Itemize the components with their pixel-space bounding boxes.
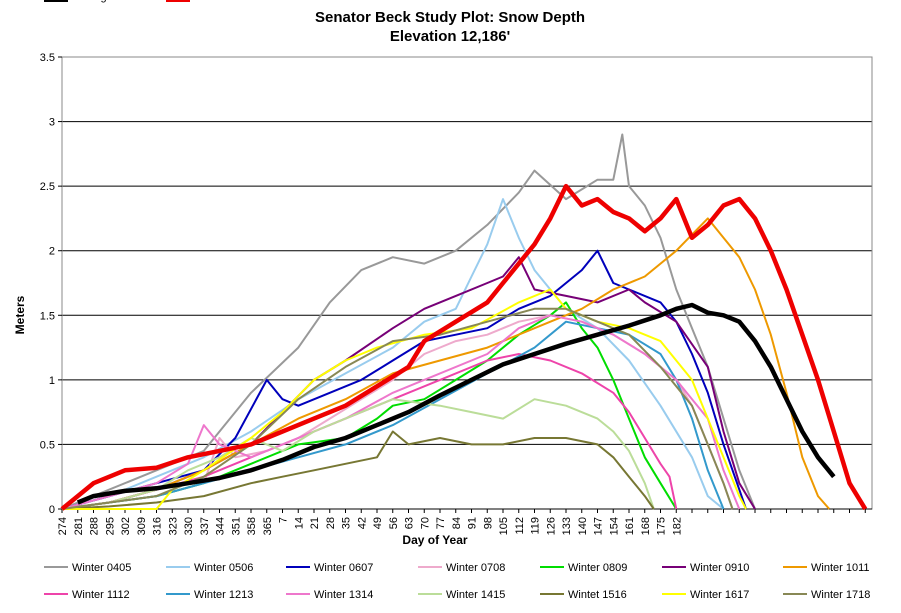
x-tick-label: 14 [293,517,305,529]
legend-label: Winter 0910 [690,562,749,574]
legend: Winter 0405 Winter 0506 Winter 0607 Winter … [44,0,870,601]
y-tick-label: 3 [49,117,55,129]
x-tick-label: 154 [608,517,620,535]
chart-title: Senator Beck Study Plot: Snow Depth [315,9,585,26]
series-line-winter-1617 [62,288,747,510]
x-tick-label: 7 [278,517,290,523]
series-line-winter-1112 [61,353,678,510]
series-line-winter-1011 [61,217,831,510]
x-tick-label: 91 [467,517,479,529]
y-axis-ticks: 0 0.5 1 1.5 2 2.5 3 3.5 [40,52,62,516]
x-tick-label: 358 [246,517,258,535]
x-tick-label: 351 [230,517,242,535]
legend-label: Winter 0607 [314,562,373,574]
legend-label: Winter 1213 [194,589,253,601]
series-line-winter-0405 [61,133,756,510]
x-tick-label: 70 [419,517,431,529]
legend-label: Winter 1011 [811,562,870,574]
series-line-winter-0506 [61,198,725,510]
x-tick-label: 126 [545,517,557,535]
x-tick-label: 63 [404,517,416,529]
x-tick-label: 28 [325,517,337,529]
x-tick-label: 302 [120,517,132,535]
x-tick-label: 77 [435,517,447,529]
x-tick-label: 49 [372,517,384,529]
gridlines [62,56,872,445]
x-tick-label: 112 [514,517,526,535]
y-tick-label: 1 [49,375,55,387]
y-axis-label: Meters [13,295,27,334]
x-tick-label: 21 [309,517,321,529]
x-tick-label: 98 [482,517,494,529]
x-tick-label: 365 [262,517,274,535]
legend-label: Winter 1617 [690,589,749,601]
x-tick-label: 56 [388,517,400,529]
series-line-winter-0607 [61,249,747,510]
y-tick-label: 2.5 [40,181,55,193]
y-tick-label: 2 [49,246,55,258]
x-tick-label: 182 [671,517,683,535]
y-tick-label: 3.5 [40,52,55,64]
legend-label: Winter 0708 [446,562,505,574]
x-tick-label: 133 [561,517,573,535]
x-tick-label: 281 [73,517,85,535]
x-tick-label: 175 [656,517,668,535]
series-line-winter-0910 [61,256,756,510]
x-tick-label: 316 [152,517,164,535]
x-tick-label: 323 [167,517,179,535]
legend-label: Winter 0809 [568,562,627,574]
legend-label: Winter 0506 [194,562,253,574]
y-tick-label: 1.5 [40,310,55,322]
x-tick-label: 330 [183,517,195,535]
x-tick-label: 161 [624,517,636,535]
x-tick-label: 168 [640,517,652,535]
x-tick-label: 309 [136,517,148,535]
series-line-winter-1718 [61,307,734,510]
series-line-average [76,302,836,505]
x-tick-label: 288 [89,517,101,535]
legend-label: Wintet 1516 [568,589,627,601]
x-tick-label: 274 [57,517,69,535]
series-line-wintet-1516 [61,430,655,510]
x-tick-label: 140 [577,517,589,535]
legend-label: Winter 1415 [446,589,505,601]
x-tick-label: 42 [356,517,368,529]
legend-label: Winter 0405 [72,562,131,574]
legend-label: Winter 1112 [72,589,130,601]
x-axis-ticks: 274 281 288 295 302 309 316 323 330 337 344 351 358 3… [57,508,872,535]
x-tick-label: 295 [104,517,116,535]
legend-label: Winter 1314 [314,589,373,601]
y-tick-label: 0.5 [40,439,55,451]
legend-label: Average [72,0,113,3]
legend-label: Winter 1718 [811,589,870,601]
x-tick-label: 105 [498,517,510,535]
x-tick-label: 119 [530,517,542,535]
x-tick-label: 344 [215,517,227,535]
series-line-winter-1415 [61,398,655,510]
x-tick-label: 84 [451,517,463,529]
series-line-winter-0809 [61,301,678,510]
x-axis-label: Day of Year [402,533,467,547]
series-lines [60,133,868,511]
legend-label: Winter 1819 [194,0,253,3]
plot-area-border [61,56,873,510]
y-tick-label: 0 [49,504,55,516]
x-tick-label: 147 [593,517,605,535]
series-line-winter-1819 [60,183,868,511]
chart-subtitle: Elevation 12,186' [390,28,510,45]
x-tick-label: 35 [341,517,353,529]
x-tick-label: 337 [199,517,211,535]
